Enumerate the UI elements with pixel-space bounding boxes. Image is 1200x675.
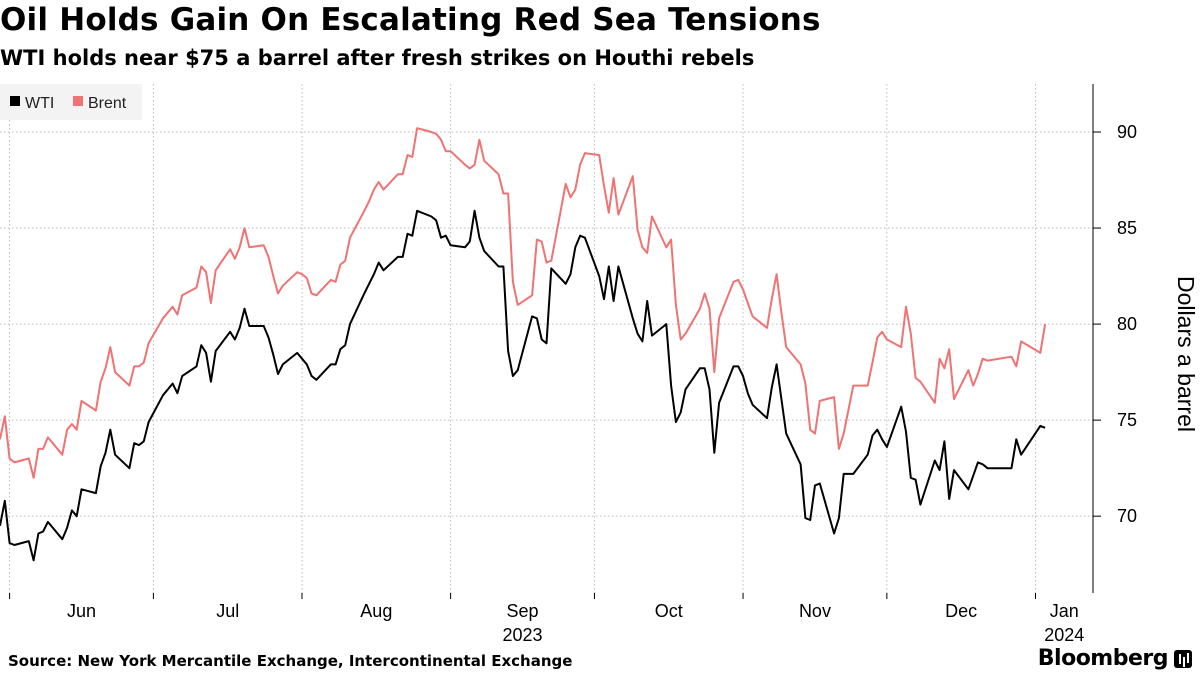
y-tick-label: 85 xyxy=(1117,218,1137,238)
legend: WTI Brent xyxy=(0,84,142,120)
legend-label-wti: WTI xyxy=(25,95,54,112)
x-tick-label: Jun xyxy=(67,601,96,621)
y-tick-label: 75 xyxy=(1117,410,1137,430)
series-line-wti xyxy=(0,209,1046,562)
y-axis-label: Dollars a barrel xyxy=(1173,276,1199,432)
y-tick-label: 70 xyxy=(1117,506,1137,526)
x-axis: Jun Jul Aug Sep 2023 Oct Nov Dec Jan 2024 xyxy=(9,593,1084,645)
grid-lines xyxy=(0,84,1093,593)
x-tick-label: Jul xyxy=(216,601,239,621)
legend-label-brent: Brent xyxy=(88,95,127,112)
legend-swatch-wti xyxy=(10,96,20,106)
series-line-brent xyxy=(0,127,1047,479)
x-tick-label: Aug xyxy=(360,601,392,621)
x-tick-label: Oct xyxy=(655,601,683,621)
bloomberg-icon xyxy=(1174,649,1192,668)
legend-swatch-brent xyxy=(73,96,83,106)
x-tick-label: Jan xyxy=(1050,601,1079,621)
x-tick-label: Dec xyxy=(945,601,977,621)
brand-name: Bloomberg xyxy=(1037,646,1169,671)
legend-background xyxy=(0,84,142,120)
series-lines xyxy=(0,127,1047,562)
y-axis: 70 75 80 85 90 xyxy=(1092,84,1137,593)
x-tick-label: Nov xyxy=(799,601,831,621)
y-tick-label: 90 xyxy=(1117,122,1137,142)
chart-subtitle: WTI holds near $75 a barrel after fresh … xyxy=(0,46,755,70)
chart-title: Oil Holds Gain On Escalating Red Sea Ten… xyxy=(0,2,821,38)
x-year-label: 2024 xyxy=(1044,625,1084,645)
brand-logo: Bloomberg xyxy=(1038,646,1192,671)
x-year-label: 2023 xyxy=(503,625,543,645)
y-tick-label: 80 xyxy=(1117,314,1137,334)
x-tick-label: Sep xyxy=(507,601,539,621)
source-note: Source: New York Mercantile Exchange, In… xyxy=(8,652,573,670)
